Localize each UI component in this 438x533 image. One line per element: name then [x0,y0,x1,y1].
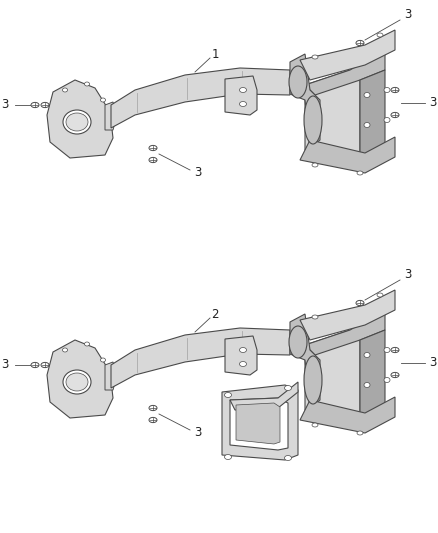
Ellipse shape [285,456,292,461]
Ellipse shape [384,377,390,383]
Ellipse shape [289,66,307,98]
Ellipse shape [312,423,318,427]
Text: 3: 3 [404,9,412,21]
Ellipse shape [149,406,157,410]
Ellipse shape [384,117,390,123]
Polygon shape [225,336,257,375]
Polygon shape [360,70,385,163]
Polygon shape [290,314,320,408]
Ellipse shape [149,146,157,151]
Text: 3: 3 [194,166,201,179]
Polygon shape [305,330,360,425]
Ellipse shape [312,163,318,167]
Ellipse shape [391,373,399,377]
Polygon shape [105,102,117,130]
Ellipse shape [63,110,91,134]
Ellipse shape [364,383,370,387]
Polygon shape [300,290,395,340]
Ellipse shape [391,348,399,353]
Text: 1: 1 [211,49,219,61]
Ellipse shape [240,87,247,93]
Ellipse shape [391,112,399,118]
Text: 3: 3 [194,425,201,439]
Polygon shape [236,403,280,444]
Polygon shape [300,30,395,80]
Ellipse shape [41,362,49,368]
Ellipse shape [66,373,88,391]
Ellipse shape [357,41,363,45]
Text: 3: 3 [404,269,412,281]
Ellipse shape [312,315,318,319]
Ellipse shape [85,82,89,86]
Ellipse shape [364,93,370,98]
Polygon shape [305,70,360,165]
Ellipse shape [377,33,383,37]
Text: 3: 3 [1,359,9,372]
Polygon shape [230,398,288,450]
Ellipse shape [356,41,364,46]
Text: 3: 3 [429,357,437,369]
Polygon shape [105,362,117,390]
Ellipse shape [384,87,390,93]
Ellipse shape [391,87,399,93]
Ellipse shape [384,348,390,352]
Text: 2: 2 [211,309,219,321]
Ellipse shape [357,301,363,305]
Polygon shape [360,330,385,423]
Ellipse shape [63,348,67,352]
Ellipse shape [304,96,322,144]
Ellipse shape [31,362,39,368]
Ellipse shape [377,293,383,297]
Polygon shape [47,340,113,418]
Text: 3: 3 [1,99,9,111]
Ellipse shape [225,392,232,398]
Ellipse shape [240,348,247,352]
Ellipse shape [304,356,322,404]
Ellipse shape [356,301,364,305]
Polygon shape [300,137,395,173]
Ellipse shape [357,171,363,175]
Polygon shape [290,54,320,148]
Ellipse shape [312,55,318,59]
Polygon shape [305,50,385,95]
Polygon shape [230,382,298,410]
Ellipse shape [357,431,363,435]
Ellipse shape [85,342,89,346]
Ellipse shape [149,417,157,423]
Polygon shape [111,328,290,388]
Ellipse shape [100,98,106,102]
Polygon shape [111,68,290,128]
Ellipse shape [364,123,370,127]
Polygon shape [225,76,257,115]
Ellipse shape [225,455,232,459]
Text: 3: 3 [429,96,437,109]
Ellipse shape [63,370,91,394]
Polygon shape [305,310,385,355]
Ellipse shape [149,157,157,163]
Ellipse shape [285,385,292,391]
Ellipse shape [66,113,88,131]
Ellipse shape [364,352,370,358]
Polygon shape [300,397,395,433]
Ellipse shape [31,102,39,108]
Ellipse shape [240,101,247,107]
Ellipse shape [100,358,106,362]
Polygon shape [222,385,298,460]
Ellipse shape [63,88,67,92]
Polygon shape [47,80,113,158]
Ellipse shape [41,102,49,108]
Ellipse shape [240,361,247,367]
Ellipse shape [289,326,307,358]
